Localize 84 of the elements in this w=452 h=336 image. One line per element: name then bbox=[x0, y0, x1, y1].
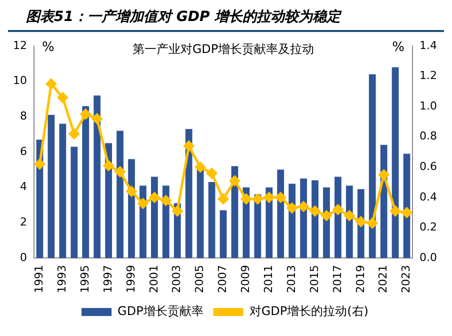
y-tick-label: 6 bbox=[20, 144, 27, 158]
x-tick-label: 2021 bbox=[376, 265, 390, 294]
y-tick-label: 12 bbox=[12, 38, 27, 52]
x-tick-label: 1991 bbox=[32, 265, 46, 294]
x-tick-label: 2015 bbox=[308, 265, 321, 294]
point bbox=[321, 210, 332, 221]
point bbox=[240, 194, 252, 204]
x-tick-label: 1993 bbox=[56, 265, 69, 294]
x-tick-label: 2007 bbox=[216, 265, 230, 294]
point bbox=[195, 162, 206, 172]
y-tick-label: 4 bbox=[20, 180, 27, 194]
y2-tick-label: 1.0 bbox=[420, 99, 438, 112]
point bbox=[286, 202, 298, 214]
y-tick-label: 2 bbox=[20, 216, 27, 229]
y-tick-label: 10 bbox=[12, 74, 27, 88]
x-tick-label: 2011 bbox=[262, 265, 275, 294]
point bbox=[184, 140, 194, 152]
bar bbox=[208, 182, 216, 258]
y-tick-label: 0 bbox=[20, 250, 27, 264]
point bbox=[126, 186, 137, 197]
point bbox=[252, 194, 263, 204]
point bbox=[367, 218, 378, 228]
point bbox=[34, 158, 45, 170]
point bbox=[149, 192, 160, 203]
x-tick-label: 2005 bbox=[193, 265, 206, 294]
chart-subtitle: 第一产业对GDP增长贡献率及拉动 bbox=[132, 42, 314, 56]
y2-tick-label: 0.8 bbox=[420, 130, 438, 143]
point bbox=[344, 210, 355, 221]
point bbox=[275, 192, 286, 203]
bar bbox=[94, 95, 101, 258]
point bbox=[68, 128, 80, 140]
x-tick-label: 2017 bbox=[330, 265, 344, 294]
bar bbox=[128, 159, 135, 258]
x-tick-label: 1995 bbox=[78, 265, 92, 294]
bar bbox=[70, 146, 78, 258]
y2-tick-label: 0.0 bbox=[420, 250, 438, 264]
y2-axis-title: % bbox=[392, 40, 405, 55]
bar bbox=[82, 106, 90, 258]
y2-tick-label: 0.4 bbox=[420, 190, 438, 204]
bar bbox=[150, 176, 158, 258]
bar bbox=[220, 210, 227, 258]
y2-tick-label: 0.6 bbox=[420, 160, 438, 174]
point bbox=[80, 108, 91, 120]
x-tick-label: 1999 bbox=[124, 265, 138, 294]
x-tick-label: 2003 bbox=[170, 265, 184, 294]
bar bbox=[277, 170, 284, 258]
bar bbox=[48, 114, 55, 258]
point bbox=[138, 198, 148, 209]
legend-label: 对GDP增长的拉动(右) bbox=[249, 304, 368, 318]
point bbox=[298, 201, 309, 212]
point bbox=[390, 206, 401, 216]
point bbox=[114, 166, 126, 177]
y2-tick-label: 0.2 bbox=[420, 220, 438, 234]
point bbox=[92, 113, 102, 124]
y2-tick-label: 1.2 bbox=[420, 69, 438, 82]
bar bbox=[116, 130, 124, 258]
y2-tick-label: 1.4 bbox=[420, 38, 438, 52]
bar bbox=[300, 178, 307, 258]
x-tick-label: 2009 bbox=[239, 265, 252, 294]
x-tick-label: 1997 bbox=[101, 265, 114, 294]
bar bbox=[59, 124, 66, 258]
point bbox=[310, 206, 320, 216]
y-axis-title: % bbox=[42, 40, 54, 55]
x-tick-label: 2023 bbox=[400, 265, 413, 294]
y-tick-label: 8 bbox=[20, 110, 27, 123]
point bbox=[172, 206, 183, 216]
chart-title: 图表51：一产增加值对 GDP 增长的拉动较为稳定 bbox=[8, 8, 444, 32]
point bbox=[356, 216, 366, 227]
point bbox=[402, 207, 412, 218]
legend-label: GDP增长贡献率 bbox=[118, 304, 204, 318]
point bbox=[229, 176, 240, 186]
x-tick-label: 2001 bbox=[147, 265, 160, 294]
bar bbox=[368, 74, 376, 258]
x-tick-label: 2013 bbox=[284, 265, 298, 294]
point bbox=[264, 192, 274, 203]
point bbox=[206, 168, 218, 178]
point bbox=[218, 194, 228, 204]
point bbox=[46, 78, 56, 90]
point bbox=[378, 169, 390, 180]
point bbox=[103, 160, 114, 171]
x-tick-label: 2019 bbox=[354, 265, 367, 294]
point bbox=[160, 195, 172, 206]
point bbox=[57, 92, 68, 103]
point bbox=[332, 204, 344, 215]
